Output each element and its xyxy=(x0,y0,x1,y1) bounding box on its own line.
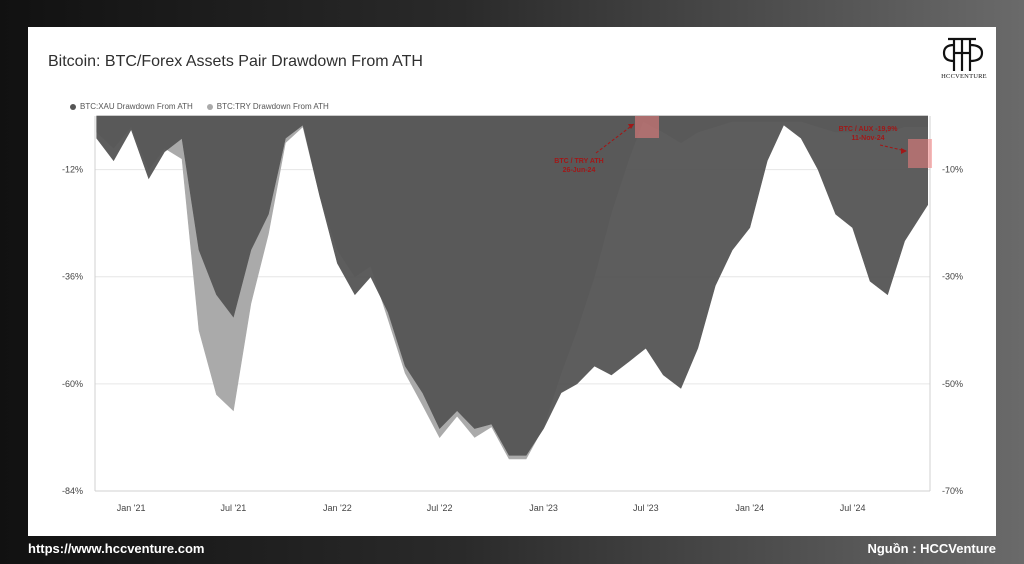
annotation-arrow-try-ath xyxy=(595,123,635,154)
annotation-label-aux: BTC / AUX -19,9% xyxy=(839,126,899,133)
x-tick-label: Jan '23 xyxy=(529,503,558,513)
annotation-label-try-ath: BTC / TRY ATH xyxy=(554,158,603,165)
y-tick-left: -60% xyxy=(62,379,83,389)
footer-source: Nguồn : HCCVenture xyxy=(867,541,996,556)
annotation-label-try-ath: 26-Jun-24 xyxy=(563,167,596,174)
hccventure-logo: HCCVENTURE xyxy=(934,35,994,83)
y-tick-right: -10% xyxy=(942,165,963,175)
chart-plot: -12% -36% -60% -84% -10% -30% -50% -70% Jan '21 J… xyxy=(62,115,963,513)
series-area-xau xyxy=(96,115,928,456)
y-tick-right: -70% xyxy=(942,486,963,496)
x-tick-label: Jan '24 xyxy=(735,503,764,513)
y-tick-left: -12% xyxy=(62,165,83,175)
annotation-arrowhead-try-ath xyxy=(628,124,634,129)
annotation-highlight-try-ath xyxy=(635,116,659,138)
annotation-label-aux: 11-Nov-24 xyxy=(851,135,884,142)
y-tick-right: -50% xyxy=(942,379,963,389)
annotation-highlight-aux xyxy=(908,139,932,168)
legend-item-xau: BTC:XAU Drawdown From ATH xyxy=(70,102,193,111)
legend-item-try: BTC:TRY Drawdown From ATH xyxy=(206,102,329,111)
logo-text: HCCVENTURE xyxy=(941,73,987,80)
legend-label-try: BTC:TRY Drawdown From ATH xyxy=(216,102,329,111)
x-tick-label: Jul '21 xyxy=(221,503,247,513)
footer-website: https://www.hccventure.com xyxy=(28,541,205,556)
y-tick-left: -36% xyxy=(62,272,83,282)
y-tick-right: -30% xyxy=(942,272,963,282)
legend-label-xau: BTC:XAU Drawdown From ATH xyxy=(80,102,193,111)
legend-swatch-try xyxy=(206,103,213,110)
annotation-arrowhead-aux xyxy=(901,148,907,154)
x-tick-label: Jan '22 xyxy=(323,503,352,513)
x-tick-label: Jul '24 xyxy=(840,503,866,513)
chart-card: Bitcoin: BTC/Forex Assets Pair Drawdown … xyxy=(28,27,996,536)
chart-legend: BTC:XAU Drawdown From ATH BTC:TRY Drawdo… xyxy=(70,102,329,111)
x-tick-label: Jul '23 xyxy=(633,503,659,513)
x-tick-label: Jan '21 xyxy=(117,503,146,513)
logo-mark-icon xyxy=(942,37,984,71)
chart-title: Bitcoin: BTC/Forex Assets Pair Drawdown … xyxy=(48,53,423,70)
legend-swatch-xau xyxy=(70,103,76,110)
y-tick-left: -84% xyxy=(62,486,83,496)
x-tick-label: Jul '22 xyxy=(427,503,453,513)
